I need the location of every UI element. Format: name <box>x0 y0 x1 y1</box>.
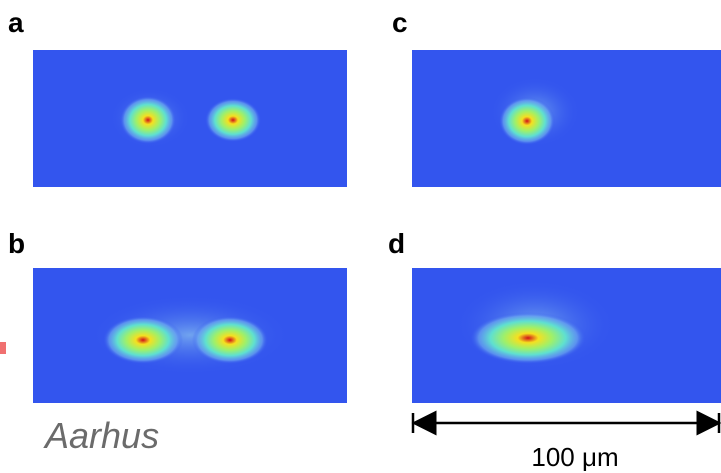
image <box>33 50 347 187</box>
ion <box>192 316 268 364</box>
figure: a b c d Aarhus 100 μm <box>0 0 721 473</box>
panel-label: c <box>392 7 408 38</box>
panel-label: a <box>8 7 24 38</box>
scale-label: 100 μm <box>531 442 618 472</box>
ion <box>120 96 176 144</box>
panel-b <box>33 268 347 403</box>
panel-label: b <box>8 228 25 259</box>
panel-c <box>412 50 721 187</box>
ion <box>103 316 183 364</box>
panel-label: d <box>388 228 405 259</box>
ion <box>205 98 261 142</box>
panel-d <box>412 268 721 403</box>
caption: Aarhus <box>43 415 159 456</box>
edge-mark <box>0 342 6 354</box>
scale-bar: 100 μm <box>413 413 719 472</box>
ion <box>499 97 555 145</box>
ion <box>470 312 586 364</box>
panel-a <box>33 50 347 187</box>
